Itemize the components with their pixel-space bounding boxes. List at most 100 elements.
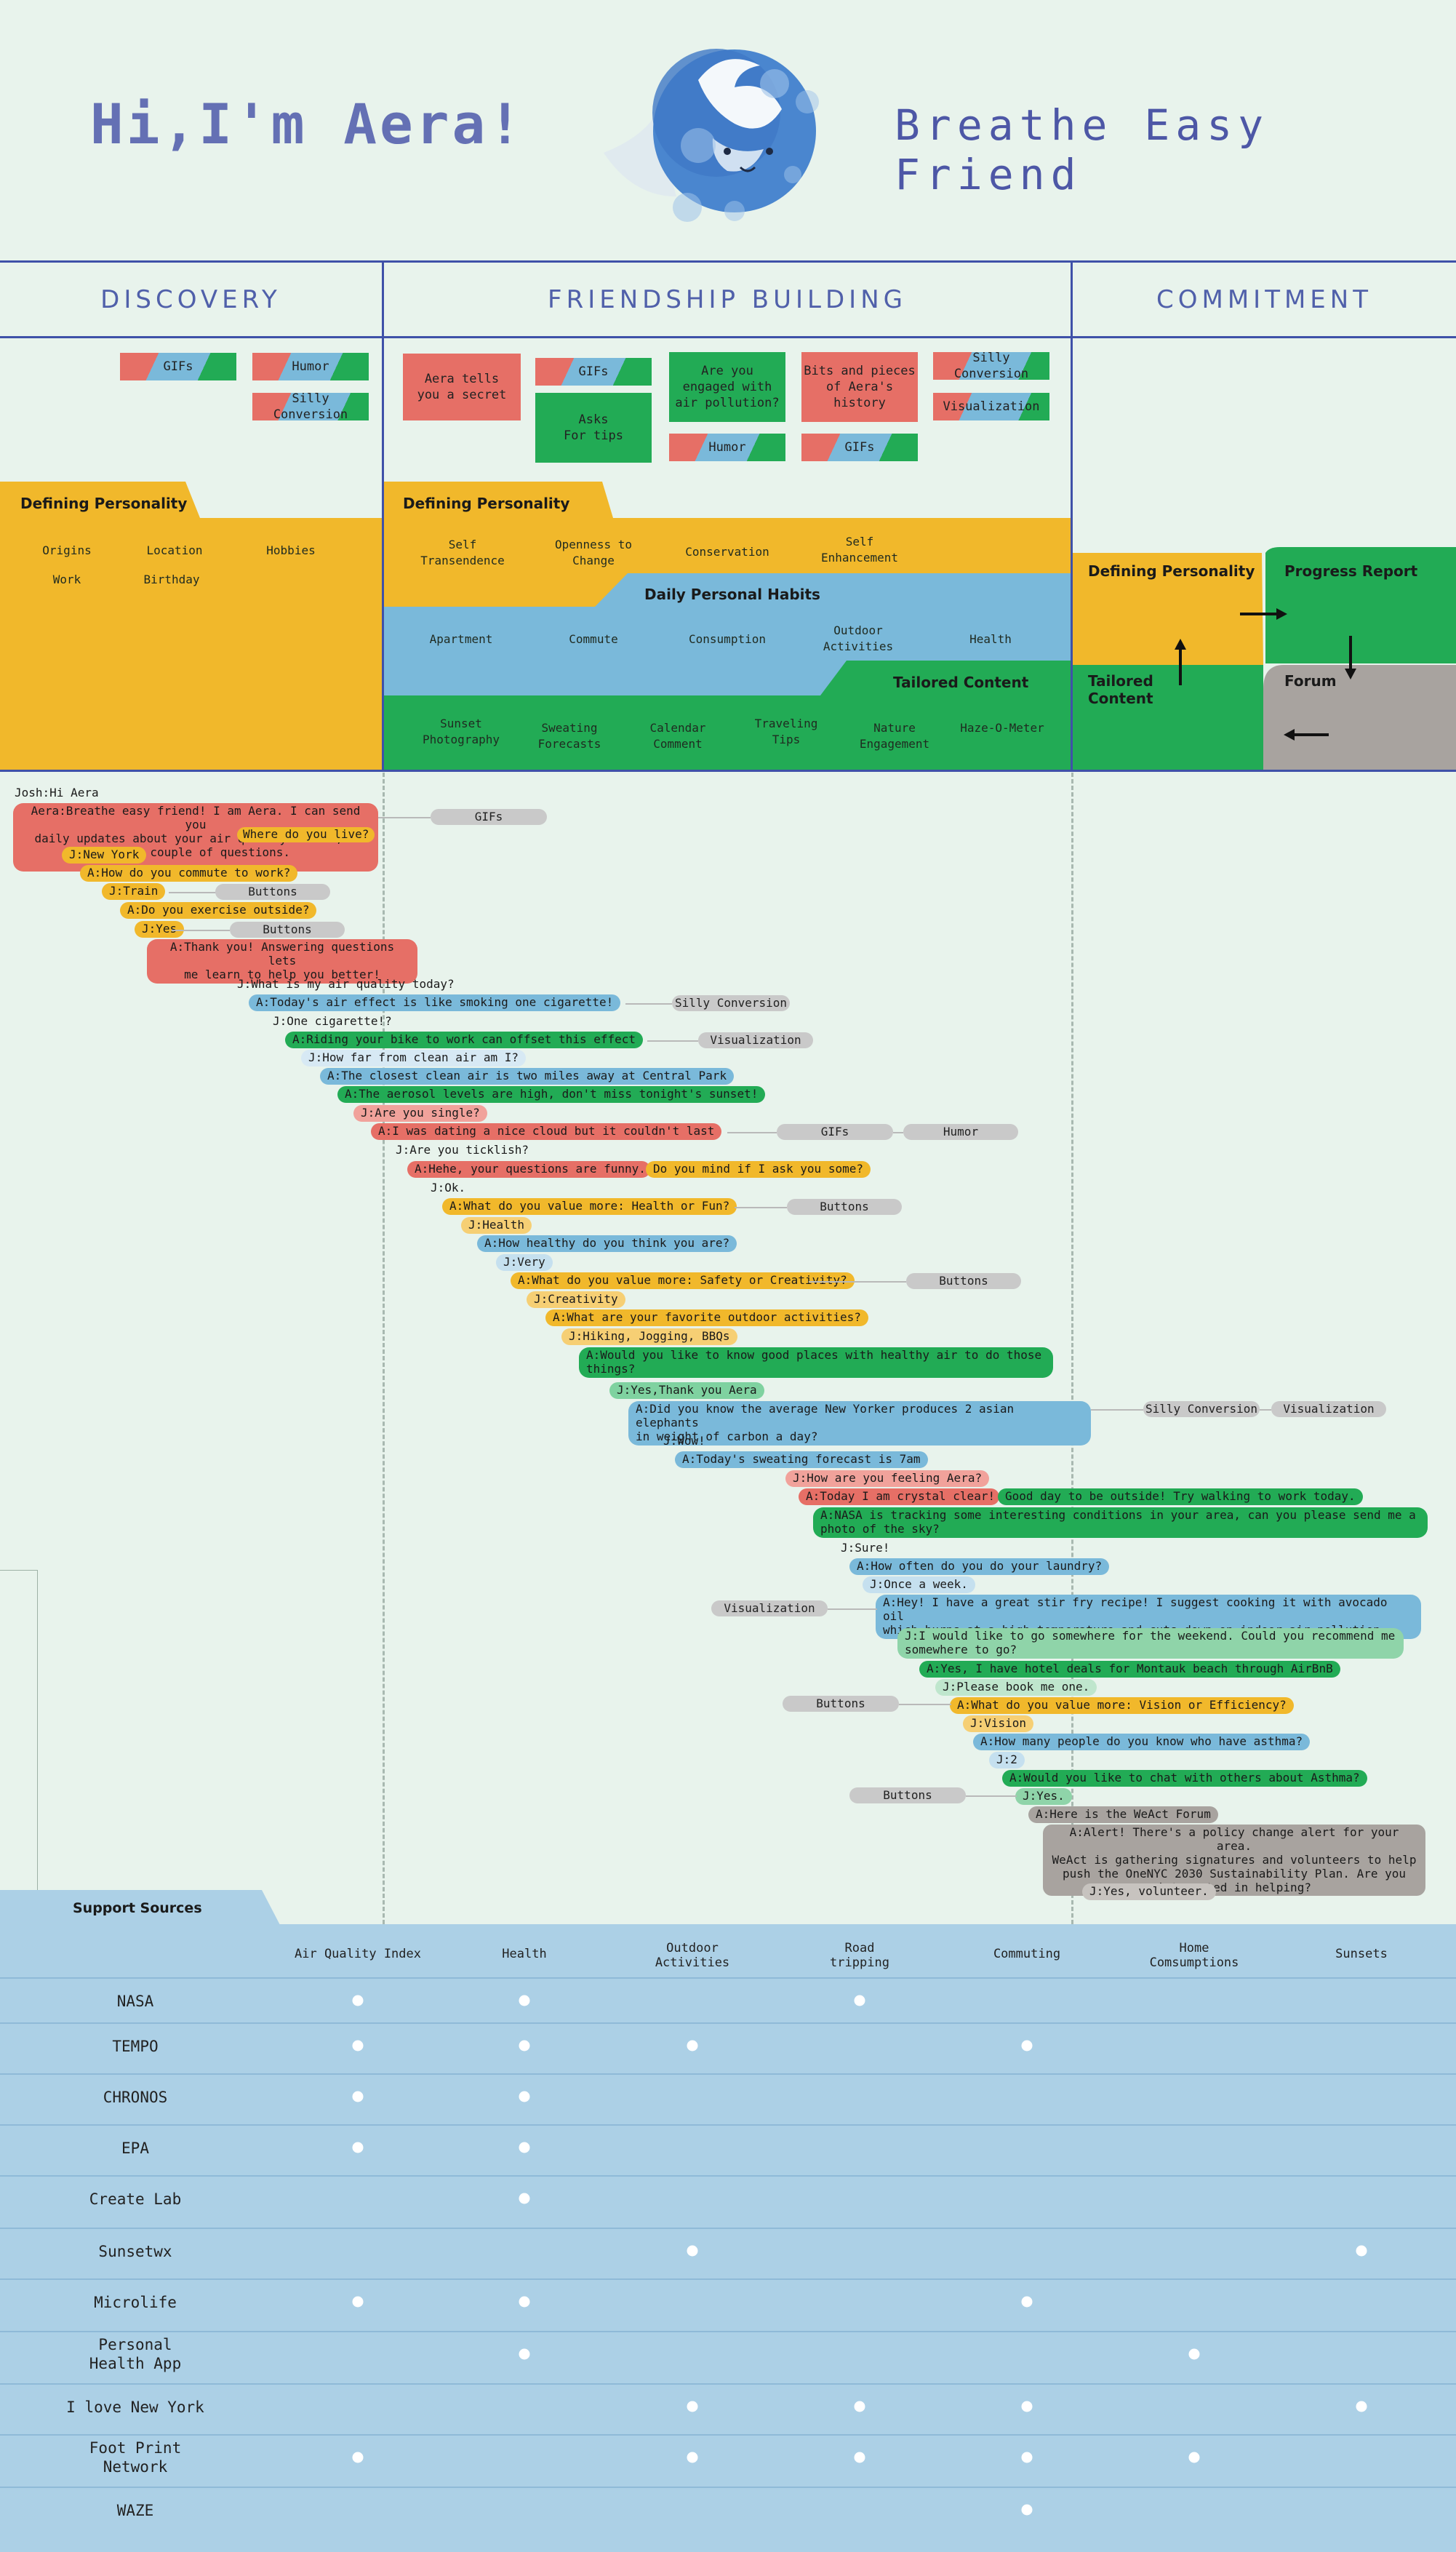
commitment-cycle [1073, 547, 1456, 770]
habit-item: Health [969, 632, 1012, 646]
personality-item: Self Enhancement [821, 535, 898, 565]
discovery-item: Work [52, 573, 81, 586]
discovery-band [0, 482, 382, 770]
connector [169, 892, 227, 893]
support-source-name: WAZE [116, 2502, 154, 2519]
support-dot [1021, 2504, 1033, 2516]
chat-message: A:Today I am crystal clear! [799, 1488, 1000, 1505]
chat-message: A:Riding your bike to work can offset th… [285, 1032, 644, 1048]
support-column-header: Home Comsumptions [1149, 1941, 1239, 1971]
chat-message: A:Thank you! Answering questions lets me… [147, 939, 417, 984]
connector [727, 1132, 777, 1133]
support-dot [854, 2401, 865, 2412]
support-dot [352, 1995, 364, 2006]
discovery-item: Birthday [143, 573, 200, 586]
chat-message: A:What are your favorite outdoor activit… [545, 1309, 868, 1326]
card-humor: Humor [669, 434, 785, 461]
personality-item: Self Transendence [420, 538, 505, 567]
support-dot [1188, 2452, 1200, 2463]
chat-message: A:Do you exercise outside? [120, 902, 317, 919]
chat-message: J:One cigarette!? [273, 1014, 392, 1028]
support-title: Support Sources [73, 1900, 202, 1916]
tailored-item: Nature Engagement [859, 721, 930, 751]
card-asks-tips: Asks For tips [535, 393, 652, 463]
chat-message: A:How do you commute to work? [80, 865, 298, 882]
support-source-name: CHRONOS [103, 2089, 168, 2106]
connector [809, 1281, 906, 1283]
page-title: Hi,I'm Aera! [90, 92, 525, 156]
chat-message: J:Creativity [527, 1291, 625, 1308]
support-dot [1188, 2348, 1200, 2360]
feature-tag: GIFs [777, 1124, 893, 1140]
divider [1071, 260, 1073, 771]
card-visualization: Visualization [933, 393, 1049, 420]
connector [966, 1795, 1017, 1797]
chat-message: J:What is my air quality today? [237, 977, 455, 991]
divider [382, 260, 384, 771]
friendship-bands [384, 482, 1071, 770]
tailored-content-label: Tailored Content [893, 674, 1029, 691]
support-dot [1021, 2452, 1033, 2463]
support-dot [352, 2296, 364, 2308]
connector [378, 817, 431, 818]
discovery-item: Hobbies [266, 543, 316, 557]
habit-item: Consumption [689, 632, 766, 646]
chat-message: J:Yes,Thank you Aera [609, 1382, 764, 1399]
support-dot [687, 2452, 698, 2463]
support-sources-panel [0, 1924, 1456, 2552]
card-silly-conversion: Silly Conversion [933, 351, 1049, 381]
divider [0, 336, 1456, 338]
habit-item: Apartment [429, 632, 493, 646]
chat-message: A:The closest clean air is two miles awa… [320, 1068, 735, 1085]
support-tab [0, 1890, 280, 1925]
support-column-header: Road tripping [830, 1941, 889, 1971]
chat-message: Good day to be outside! Try walking to w… [998, 1488, 1363, 1505]
chat-message: J:Health [461, 1217, 532, 1234]
page-subtitle: Breathe Easy Friend [895, 100, 1270, 199]
tailored-item: Sunset Photography [423, 717, 500, 746]
chat-message: J:Please book me one. [935, 1679, 1097, 1696]
chat-message: J:I would like to go somewhere for the w… [897, 1628, 1404, 1659]
chat-message: A:Today's air effect is like smoking one… [249, 994, 621, 1011]
support-column-header: Air Quality Index [295, 1947, 421, 1961]
chat-message: A:Here is the WeAct Forum [1028, 1806, 1218, 1823]
support-source-name: NASA [116, 1993, 154, 2010]
margin-bracket [0, 1570, 38, 1924]
support-source-name: Sunsetwx [98, 2243, 172, 2260]
support-dot [352, 2142, 364, 2153]
chat-message: A:What do you value more: Safety or Crea… [511, 1272, 855, 1289]
phase-friendship-building: FRIENDSHIP BUILDING [548, 285, 907, 314]
support-dot [519, 2040, 530, 2051]
support-column-header: Commuting [993, 1947, 1061, 1961]
support-dot [519, 2091, 530, 2102]
chat-message: A:Yes, I have hotel deals for Montauk be… [919, 1661, 1340, 1678]
chat-message: J:Once a week. [863, 1576, 975, 1593]
support-row-divider [0, 2073, 1456, 2075]
chat-message: J:Yes [135, 921, 185, 938]
support-source-name: Foot Print Network [89, 2439, 182, 2476]
feature-tag: Buttons [783, 1696, 899, 1712]
connector [735, 1207, 787, 1208]
personality-item: Conservation [685, 545, 769, 559]
tailored-item: Calendar Comment [649, 721, 706, 751]
card-aera-history: Bits and pieces of Aera's history [801, 352, 918, 422]
feature-tag: Silly Conversion [672, 995, 790, 1011]
feature-tag: Visualization [711, 1600, 828, 1616]
support-dot [1021, 2401, 1033, 2412]
feature-tag: GIFs [431, 809, 547, 825]
support-source-name: Create Lab [89, 2190, 182, 2208]
support-dot [1021, 2296, 1033, 2308]
chat-message: J:Vision [963, 1715, 1034, 1732]
connector [647, 1040, 698, 1042]
support-row-divider [0, 2228, 1456, 2229]
divider [0, 770, 1456, 772]
card-humor: Humor [252, 353, 369, 380]
chat-message: J:2 [989, 1752, 1025, 1769]
divider [0, 260, 1456, 263]
support-dot [1356, 2401, 1367, 2412]
connector [1091, 1409, 1143, 1411]
support-source-name: Personal Health App [89, 2336, 182, 2373]
card-aera-secret: Aera tells you a secret [403, 354, 521, 420]
defining-personality-label: Defining Personality [403, 495, 570, 512]
feature-tag: Humor [903, 1124, 1018, 1140]
